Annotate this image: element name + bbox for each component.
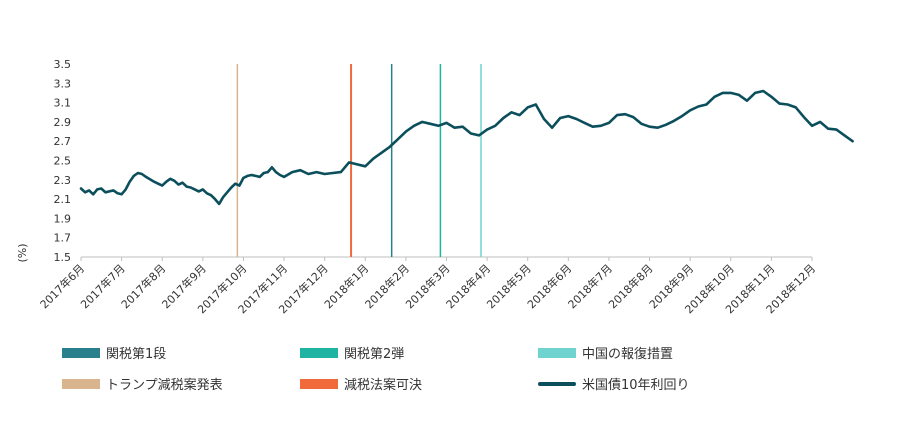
y-tick-label: 3.5 [54,58,72,71]
y-tick-label: 2.5 [54,155,72,168]
y-tick-label: 1.5 [54,251,72,264]
y-tick-label: 3.3 [54,77,72,90]
y-tick-label: 3.1 [54,97,72,110]
series-line-treasury-yield [79,89,854,206]
y-tick-label: 1.9 [54,212,72,225]
y-tick-label: 2.1 [54,193,72,206]
y-tick-label: 2.3 [54,174,72,187]
y-tick-label: 2.7 [54,135,72,148]
y-tick-label: 2.9 [54,116,72,129]
y-axis-label: (%) [16,243,29,262]
y-tick-label: 1.7 [54,232,72,245]
